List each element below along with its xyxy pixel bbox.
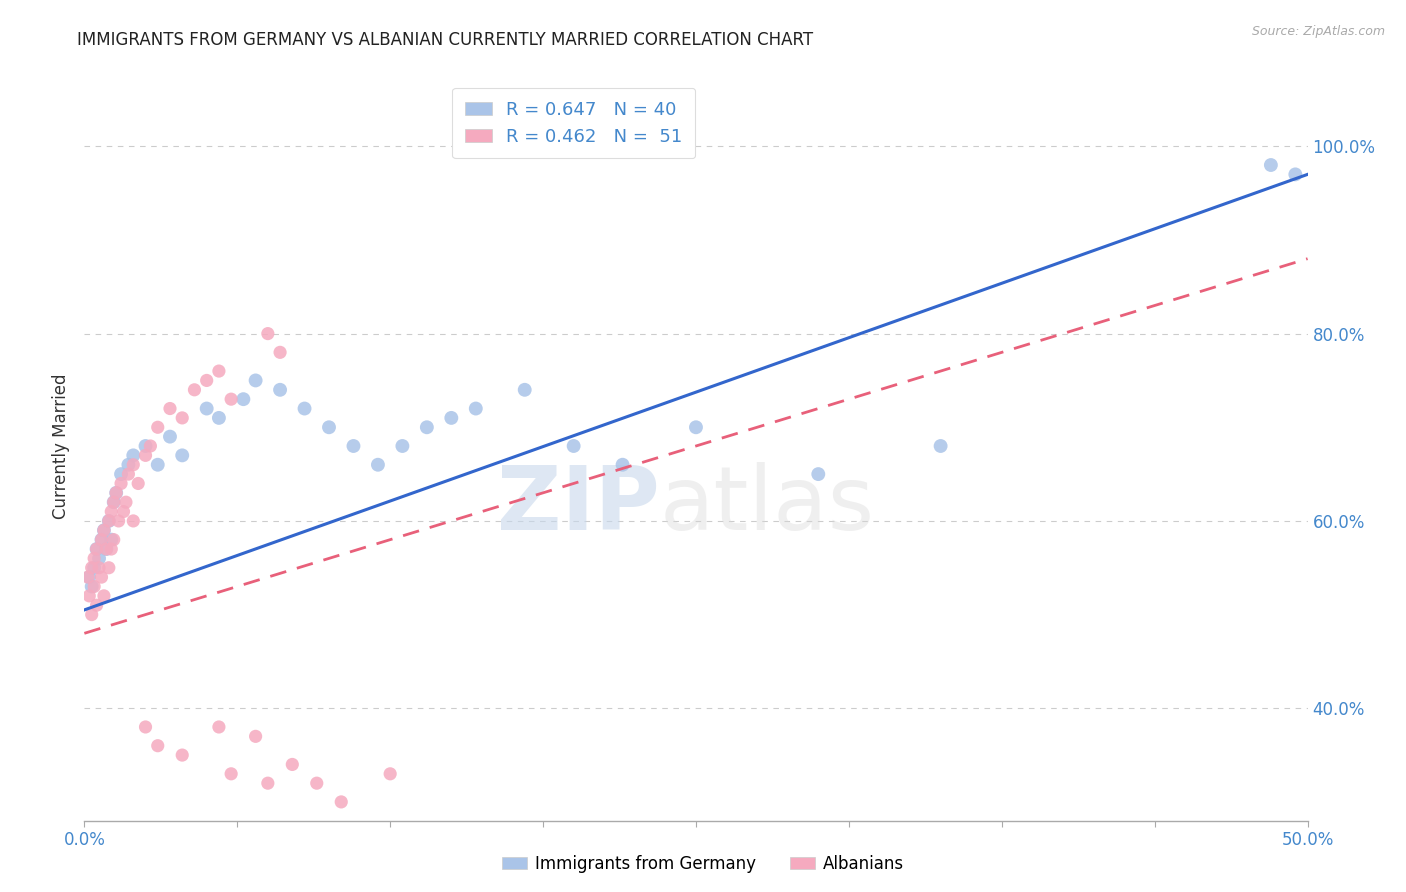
Text: IMMIGRANTS FROM GERMANY VS ALBANIAN CURRENTLY MARRIED CORRELATION CHART: IMMIGRANTS FROM GERMANY VS ALBANIAN CURR… xyxy=(77,31,814,49)
Point xyxy=(612,458,634,472)
Point xyxy=(105,485,128,500)
Point xyxy=(93,524,115,538)
Point xyxy=(100,542,122,557)
Point xyxy=(83,580,105,594)
Point xyxy=(139,439,162,453)
Point xyxy=(391,439,413,453)
Point xyxy=(127,476,149,491)
Point xyxy=(122,458,145,472)
Point xyxy=(380,767,402,781)
Point xyxy=(115,495,138,509)
Point xyxy=(232,392,254,407)
Point xyxy=(219,392,242,407)
Point xyxy=(135,449,157,463)
Legend: R = 0.647   N = 40, R = 0.462   N =  51: R = 0.647 N = 40, R = 0.462 N = 51 xyxy=(453,88,695,158)
Point xyxy=(100,533,122,547)
Point xyxy=(929,439,952,453)
Point xyxy=(105,485,128,500)
Point xyxy=(219,767,242,781)
Point xyxy=(107,514,129,528)
Point xyxy=(86,599,108,613)
Point xyxy=(159,401,181,416)
Point xyxy=(562,439,585,453)
Point xyxy=(117,458,139,472)
Point xyxy=(1260,158,1282,172)
Point xyxy=(117,467,139,482)
Point xyxy=(305,776,328,790)
Point xyxy=(245,730,267,744)
Point xyxy=(195,401,218,416)
Point xyxy=(172,747,194,762)
Point xyxy=(330,795,353,809)
Text: atlas: atlas xyxy=(659,462,875,549)
Point xyxy=(318,420,340,434)
Point xyxy=(96,542,118,557)
Point xyxy=(100,505,122,519)
Point xyxy=(342,439,364,453)
Point xyxy=(135,439,157,453)
Point xyxy=(97,514,120,528)
Point xyxy=(93,589,115,603)
Point xyxy=(146,458,169,472)
Point xyxy=(367,458,389,472)
Point xyxy=(93,524,115,538)
Point xyxy=(685,420,707,434)
Point xyxy=(294,401,316,416)
Point xyxy=(807,467,830,482)
Legend: Immigrants from Germany, Albanians: Immigrants from Germany, Albanians xyxy=(495,848,911,880)
Point xyxy=(513,383,536,397)
Point xyxy=(464,401,486,416)
Point xyxy=(245,374,267,388)
Point xyxy=(122,449,145,463)
Point xyxy=(77,589,100,603)
Point xyxy=(208,410,231,425)
Point xyxy=(172,449,194,463)
Point xyxy=(90,570,112,584)
Point xyxy=(77,570,100,584)
Point xyxy=(112,505,135,519)
Point xyxy=(103,495,125,509)
Point xyxy=(110,467,132,482)
Point xyxy=(195,374,218,388)
Point xyxy=(416,420,439,434)
Point xyxy=(257,776,280,790)
Point xyxy=(80,561,103,575)
Point xyxy=(1284,168,1306,182)
Point xyxy=(281,757,304,772)
Point xyxy=(103,495,125,509)
Point xyxy=(146,739,169,753)
Point xyxy=(86,542,108,557)
Point xyxy=(86,542,108,557)
Point xyxy=(440,410,463,425)
Point xyxy=(208,364,231,378)
Point xyxy=(269,345,291,359)
Point xyxy=(83,551,105,566)
Point xyxy=(97,514,120,528)
Point xyxy=(90,533,112,547)
Point xyxy=(96,542,118,557)
Point xyxy=(110,476,132,491)
Point xyxy=(80,580,103,594)
Point xyxy=(269,383,291,397)
Point xyxy=(77,570,100,584)
Text: ZIP: ZIP xyxy=(496,462,659,549)
Point xyxy=(87,561,110,575)
Point xyxy=(90,533,112,547)
Point xyxy=(208,720,231,734)
Point xyxy=(135,720,157,734)
Point xyxy=(97,561,120,575)
Y-axis label: Currently Married: Currently Married xyxy=(52,373,70,519)
Point xyxy=(80,607,103,622)
Point xyxy=(159,430,181,444)
Point xyxy=(146,420,169,434)
Point xyxy=(83,561,105,575)
Point xyxy=(183,383,205,397)
Point xyxy=(172,410,194,425)
Point xyxy=(87,551,110,566)
Point xyxy=(257,326,280,341)
Text: Source: ZipAtlas.com: Source: ZipAtlas.com xyxy=(1251,25,1385,38)
Point xyxy=(103,533,125,547)
Point xyxy=(122,514,145,528)
